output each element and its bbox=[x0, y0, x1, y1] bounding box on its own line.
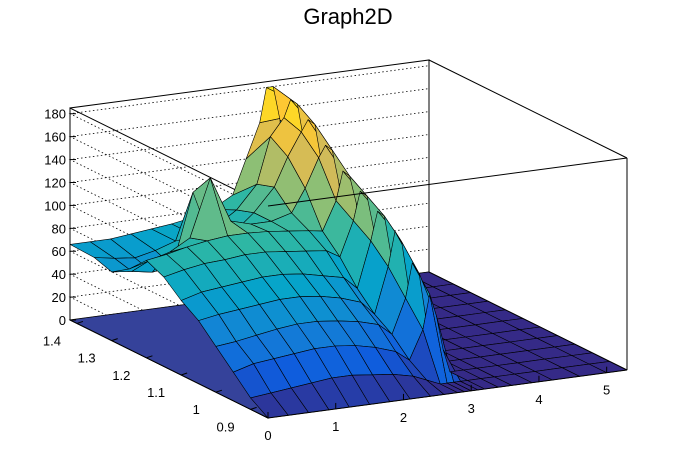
z-tick-label: 100 bbox=[44, 198, 66, 213]
x-tick-label: 0 bbox=[264, 428, 271, 443]
y-tick bbox=[76, 320, 84, 324]
chart-title: Graph2D bbox=[303, 4, 392, 29]
z-tick-label: 40 bbox=[52, 267, 66, 282]
x-tick-label: 3 bbox=[468, 401, 475, 416]
right-bottom-edge bbox=[428, 271, 628, 371]
z-tick-label: 80 bbox=[52, 221, 66, 236]
z-tick-label: 0 bbox=[59, 313, 66, 328]
axis-tick-labels: 0 20 40 60 80 100 120 140 160 180 0 1 2 3 4 5 0.9 1 1.1 1.2… bbox=[43, 107, 610, 443]
z-tick-label: 60 bbox=[52, 244, 66, 259]
x-tick-label: 4 bbox=[535, 392, 542, 407]
z-tick-label: 180 bbox=[44, 107, 66, 122]
box-frame bbox=[69, 59, 628, 419]
y-tick bbox=[180, 372, 188, 376]
left-bottom-edge bbox=[69, 319, 269, 419]
y-tick-label: 1 bbox=[193, 402, 200, 417]
z-tick-label: 160 bbox=[44, 130, 66, 145]
front-bottom-edge bbox=[267, 369, 628, 419]
surface-mesh bbox=[69, 86, 628, 419]
y-tick bbox=[215, 389, 223, 393]
y-tick bbox=[111, 338, 118, 342]
x-tick-label: 1 bbox=[332, 419, 339, 434]
z-tick-label: 140 bbox=[44, 153, 66, 168]
y-tick-label: 0.9 bbox=[217, 419, 235, 434]
front-top-edge bbox=[267, 157, 628, 207]
y-tick-label: 1.4 bbox=[43, 333, 61, 348]
y-tick-label: 1.1 bbox=[147, 385, 165, 400]
right-top-edge bbox=[428, 59, 628, 159]
x-tick-label: 5 bbox=[603, 383, 610, 398]
y-tick bbox=[250, 406, 257, 410]
z-tick-label: 20 bbox=[52, 290, 66, 305]
z-tick-label: 120 bbox=[44, 175, 66, 190]
y-tick-label: 1.3 bbox=[78, 351, 96, 366]
x-tick-label: 2 bbox=[400, 410, 407, 425]
y-tick bbox=[146, 355, 153, 359]
y-tick-label: 1.2 bbox=[112, 368, 130, 383]
